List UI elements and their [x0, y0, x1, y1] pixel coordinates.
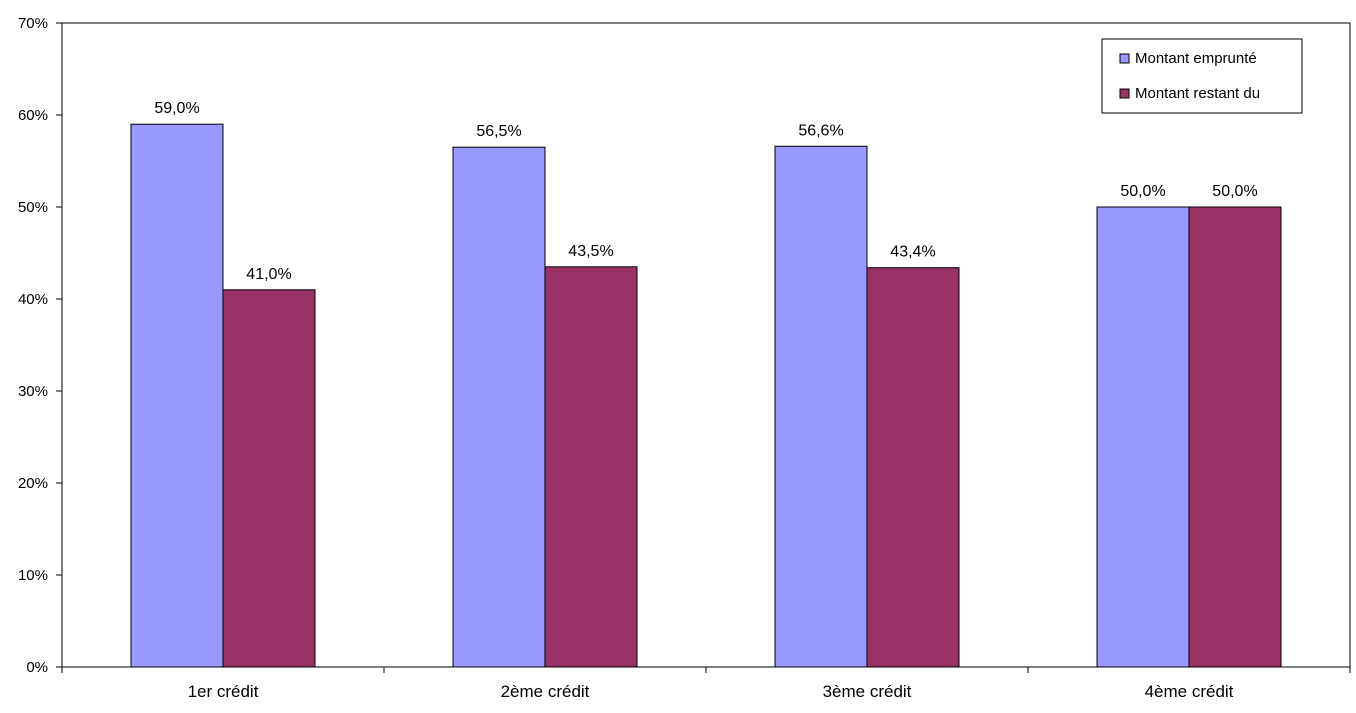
bar-montant-emprunte [130, 123, 224, 668]
bar-value-label: 41,0% [246, 266, 291, 283]
legend-label-montant-restant-du: Montant restant du [1135, 85, 1260, 102]
y-tick-label: 0% [26, 659, 48, 676]
legend-label-montant-emprunte: Montant emprunté [1135, 50, 1257, 67]
bar-value-label: 59,0% [154, 100, 199, 117]
bar-value-label: 43,5% [568, 243, 613, 260]
bar-montant-emprunte [774, 145, 868, 668]
legend-swatch-montant-restant-du [1119, 88, 1130, 99]
bar-value-label: 43,4% [890, 244, 935, 261]
x-axis: 1er crédit 2ème crédit 3ème crédit 4ème cré… [61, 667, 1351, 701]
y-tick-label: 20% [18, 475, 48, 492]
bar-montant-restant-du [1188, 206, 1282, 668]
bar-value-label: 56,6% [798, 122, 843, 139]
bar-montant-emprunte [1096, 206, 1190, 668]
bars [130, 123, 1282, 668]
bar-montant-emprunte [452, 146, 546, 668]
bar-value-label: 56,5% [476, 123, 521, 140]
bar-value-label: 50,0% [1212, 183, 1257, 200]
y-tick-label: 50% [18, 199, 48, 216]
x-category-label: 2ème crédit [501, 682, 590, 701]
x-category-label: 3ème crédit [823, 682, 912, 701]
y-tick-label: 30% [18, 383, 48, 400]
data-labels: 59,0% 41,0% 56,5% 43,5% 56,6% 43,4% 50,0% 50,0% [154, 100, 1257, 283]
legend: Montant emprunté Montant restant du [1101, 38, 1303, 114]
bar-montant-restant-du [222, 289, 316, 668]
bar-montant-restant-du [866, 267, 960, 668]
x-category-label: 4ème crédit [1145, 682, 1234, 701]
y-tick-label: 10% [18, 567, 48, 584]
x-category-label: 1er crédit [188, 682, 259, 701]
y-tick-label: 70% [18, 15, 48, 32]
y-tick-label: 60% [18, 107, 48, 124]
legend-box [1101, 38, 1303, 114]
bar-montant-restant-du [544, 266, 638, 668]
bar-value-label: 50,0% [1120, 183, 1165, 200]
legend-swatch-montant-emprunte [1119, 53, 1130, 64]
y-axis: 0% 10% 20% 30% 40% 50% 60% 70% [18, 15, 62, 676]
y-tick-label: 40% [18, 291, 48, 308]
